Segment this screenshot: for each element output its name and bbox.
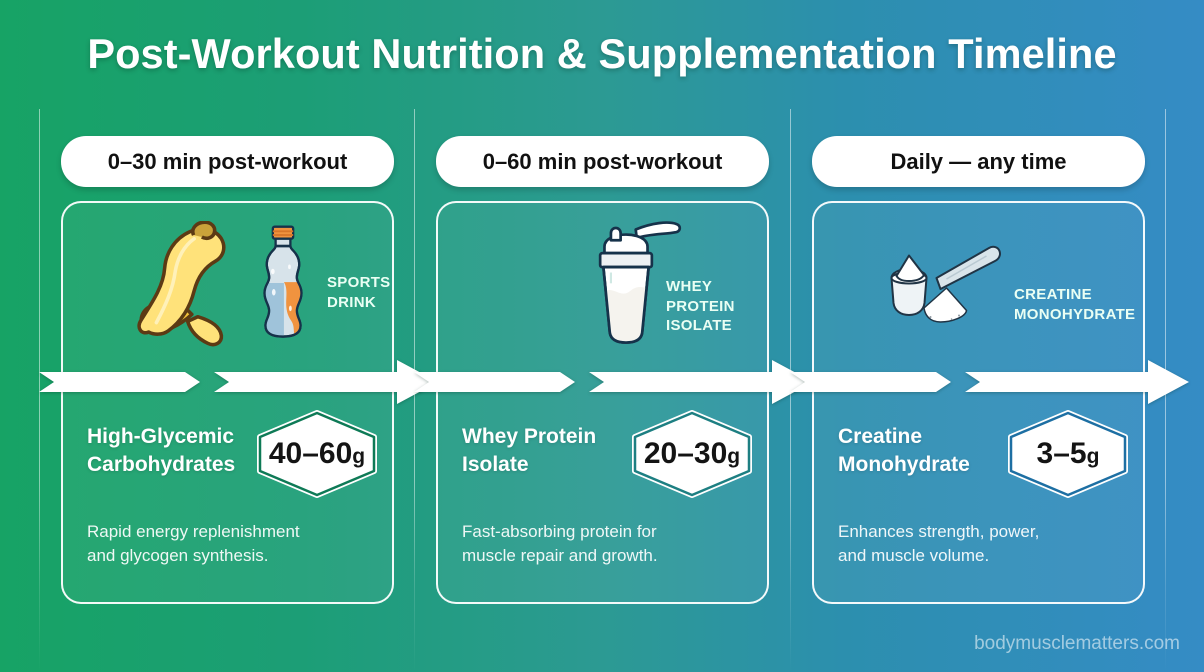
svg-text:40–60g: 40–60g <box>269 437 365 470</box>
svg-text:20–30g: 20–30g <box>644 437 740 470</box>
